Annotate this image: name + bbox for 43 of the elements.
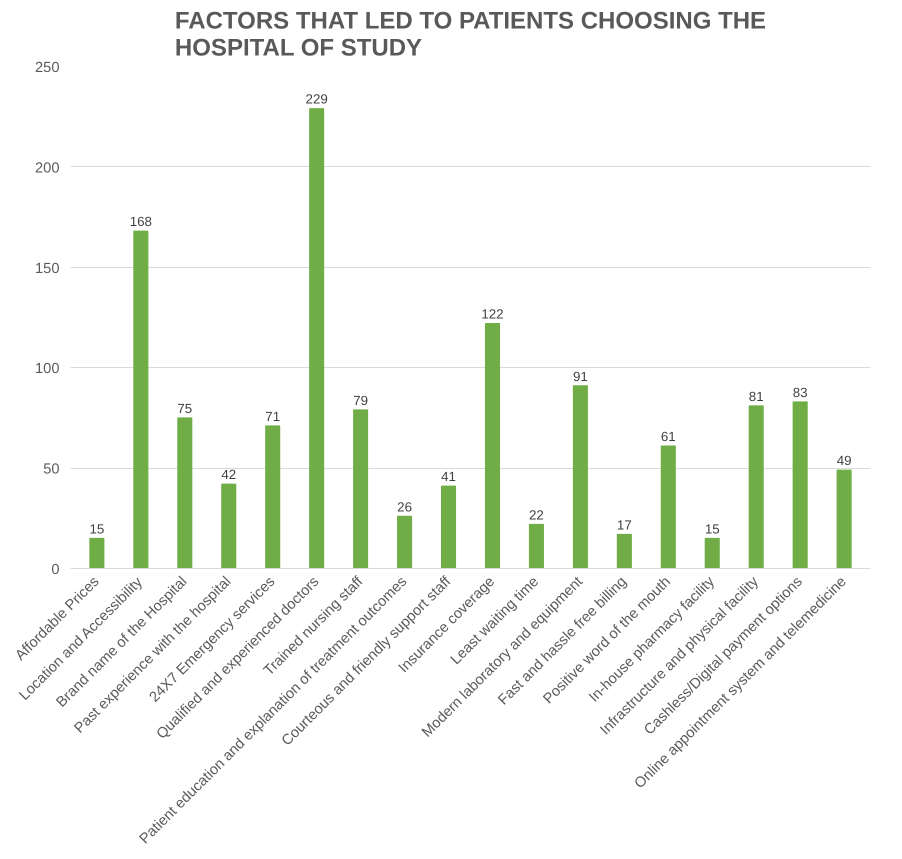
data-label: 26 xyxy=(397,499,412,514)
data-label: 15 xyxy=(704,521,720,536)
bar xyxy=(397,516,412,568)
data-label: 41 xyxy=(441,469,456,484)
data-label: 17 xyxy=(616,517,632,532)
bar xyxy=(440,486,456,568)
data-label: 91 xyxy=(572,368,588,384)
data-label: 71 xyxy=(265,408,280,424)
bar xyxy=(89,538,104,568)
data-label: 81 xyxy=(748,388,764,404)
y-tick-label: 200 xyxy=(35,160,60,176)
bar xyxy=(660,446,676,568)
bar xyxy=(353,409,368,568)
data-label: 61 xyxy=(660,429,676,444)
data-label: 75 xyxy=(177,400,192,416)
data-label: 15 xyxy=(89,521,104,536)
y-tick-label: 100 xyxy=(35,361,60,378)
data-label: 229 xyxy=(306,92,328,107)
bar xyxy=(792,401,808,568)
data-label: 168 xyxy=(130,214,152,230)
data-label: 42 xyxy=(221,467,236,482)
bar xyxy=(836,470,852,568)
bar xyxy=(572,385,588,568)
chart-title: FACTORS THAT LED TO PATIENTS CHOOSING THE HOSPITAL OF STUDY xyxy=(174,8,766,62)
bar xyxy=(221,484,236,568)
bar xyxy=(309,108,324,568)
bar xyxy=(528,524,544,568)
bar xyxy=(133,230,148,568)
y-tick-label: 150 xyxy=(35,260,60,277)
data-label: 49 xyxy=(836,453,852,468)
data-label: 122 xyxy=(481,306,504,322)
bar xyxy=(484,323,500,568)
data-label: 22 xyxy=(529,507,544,522)
data-label: 83 xyxy=(792,384,808,400)
bar xyxy=(616,534,632,568)
bar xyxy=(177,417,192,568)
y-tick-label: 0 xyxy=(51,562,60,578)
bar xyxy=(265,425,280,568)
data-label: 79 xyxy=(353,392,368,408)
y-tick-label: 50 xyxy=(43,462,60,478)
y-tick-label: 250 xyxy=(35,60,60,76)
bar xyxy=(704,538,720,568)
bar xyxy=(748,405,764,568)
